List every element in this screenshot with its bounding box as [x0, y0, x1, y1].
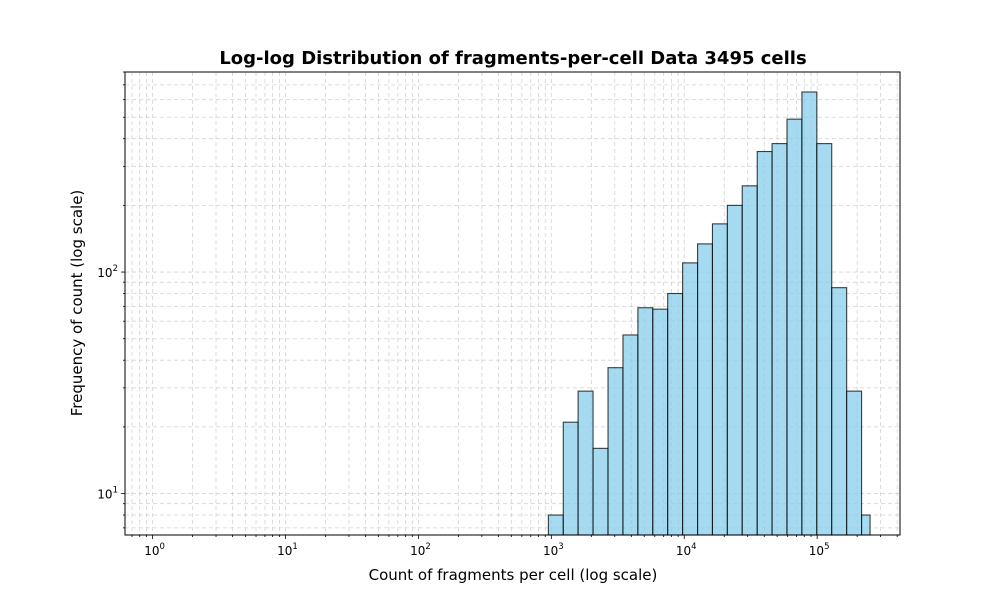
x-tick-label: 103	[543, 542, 564, 558]
x-tick-label: 102	[410, 542, 431, 558]
histogram-bar	[562, 421, 579, 536]
axis-ticks: 100 101 102 103 104 105 101 102	[97, 71, 898, 558]
x-tick-label: 101	[277, 542, 298, 558]
histogram-bar	[622, 334, 639, 536]
x-tick-label: 100	[144, 542, 165, 558]
histogram-bar	[846, 390, 863, 536]
histogram-bar	[547, 514, 564, 536]
histogram-bar	[816, 143, 833, 536]
plot-frame	[124, 71, 901, 536]
histogram-bar	[637, 307, 654, 536]
y-axis-label: Frequency of count (log scale)	[68, 190, 86, 417]
histogram-bars	[547, 91, 871, 536]
y-tick-label: 101	[97, 486, 118, 502]
histogram-bar	[592, 447, 609, 536]
histogram-bar	[667, 292, 684, 536]
histogram-bar	[726, 204, 743, 536]
histogram-bar	[682, 262, 699, 536]
x-tick-label: 105	[809, 542, 830, 558]
x-tick-label: 104	[676, 542, 697, 558]
y-tick-label: 102	[97, 264, 118, 280]
histogram-bar	[741, 185, 758, 536]
histogram-bar	[697, 243, 714, 536]
histogram-bar	[786, 118, 803, 536]
histogram-bar	[711, 223, 728, 536]
x-axis-label: Count of fragments per cell (log scale)	[369, 566, 658, 584]
histogram-bar	[607, 367, 624, 536]
histogram-bar	[652, 308, 669, 536]
histogram-bar	[577, 390, 594, 536]
histogram-bar	[861, 514, 871, 536]
chart-title: Log-log Distribution of fragments-per-ce…	[219, 48, 806, 69]
histogram-bar	[831, 287, 848, 536]
histogram-bar	[771, 143, 788, 536]
histogram-bar	[801, 91, 818, 536]
histogram-bar	[756, 150, 773, 536]
